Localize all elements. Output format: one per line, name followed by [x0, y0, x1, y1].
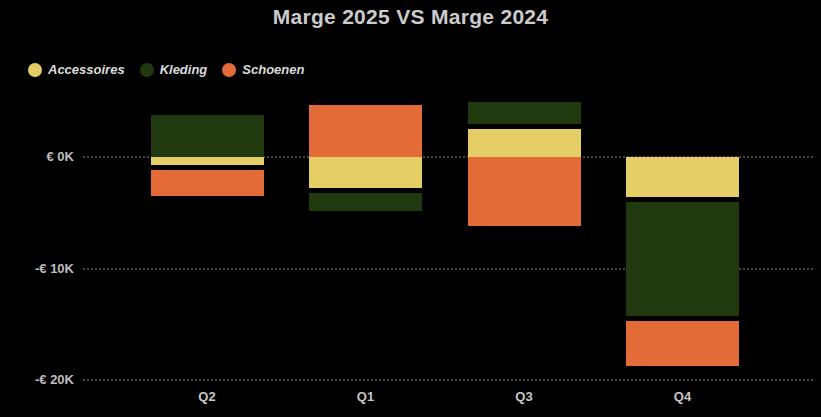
bar-segment-schoenen-q3[interactable]	[468, 157, 581, 226]
bar-segment-kleding-q2[interactable]	[151, 115, 264, 157]
bar-segment-accessoires-q3[interactable]	[468, 129, 581, 157]
bar-segment-accessoires-q4[interactable]	[626, 157, 739, 197]
legend-color-dot-icon	[222, 63, 236, 77]
chart-canvas: Marge 2025 VS Marge 2024 Accessoires Kled…	[0, 0, 821, 417]
bar-segment-kleding-q1[interactable]	[309, 193, 422, 211]
legend-item-schoenen[interactable]: Schoenen	[222, 62, 304, 77]
legend-color-dot-icon	[140, 63, 154, 77]
y-axis-label--20k: -€ 20K	[0, 372, 74, 387]
gridline--20k	[83, 379, 815, 381]
chart-title: Marge 2025 VS Marge 2024	[0, 5, 821, 29]
bar-segment-kleding-q4[interactable]	[626, 202, 739, 316]
legend: Accessoires Kleding Schoenen	[28, 62, 304, 77]
bar-segment-accessoires-q1[interactable]	[309, 157, 422, 188]
bar-segment-accessoires-q2[interactable]	[151, 157, 264, 165]
bar-segment-schoenen-q1[interactable]	[309, 105, 422, 157]
y-axis-label--0k: € 0K	[0, 149, 74, 164]
x-axis-label-q2: Q2	[167, 389, 247, 404]
y-axis-label--10k: -€ 10K	[0, 261, 74, 276]
bar-segment-kleding-q3[interactable]	[468, 102, 581, 124]
x-axis-label-q4: Q4	[643, 389, 723, 404]
bar-segment-schoenen-q4[interactable]	[626, 321, 739, 365]
legend-item-label: Schoenen	[242, 62, 304, 77]
legend-item-label: Kleding	[160, 62, 208, 77]
legend-item-accessoires[interactable]: Accessoires	[28, 62, 125, 77]
x-axis-label-q1: Q1	[326, 389, 406, 404]
bar-segment-schoenen-q2[interactable]	[151, 170, 264, 196]
legend-item-label: Accessoires	[48, 62, 125, 77]
legend-item-kleding[interactable]: Kleding	[140, 62, 208, 77]
legend-color-dot-icon	[28, 63, 42, 77]
x-axis-label-q3: Q3	[484, 389, 564, 404]
